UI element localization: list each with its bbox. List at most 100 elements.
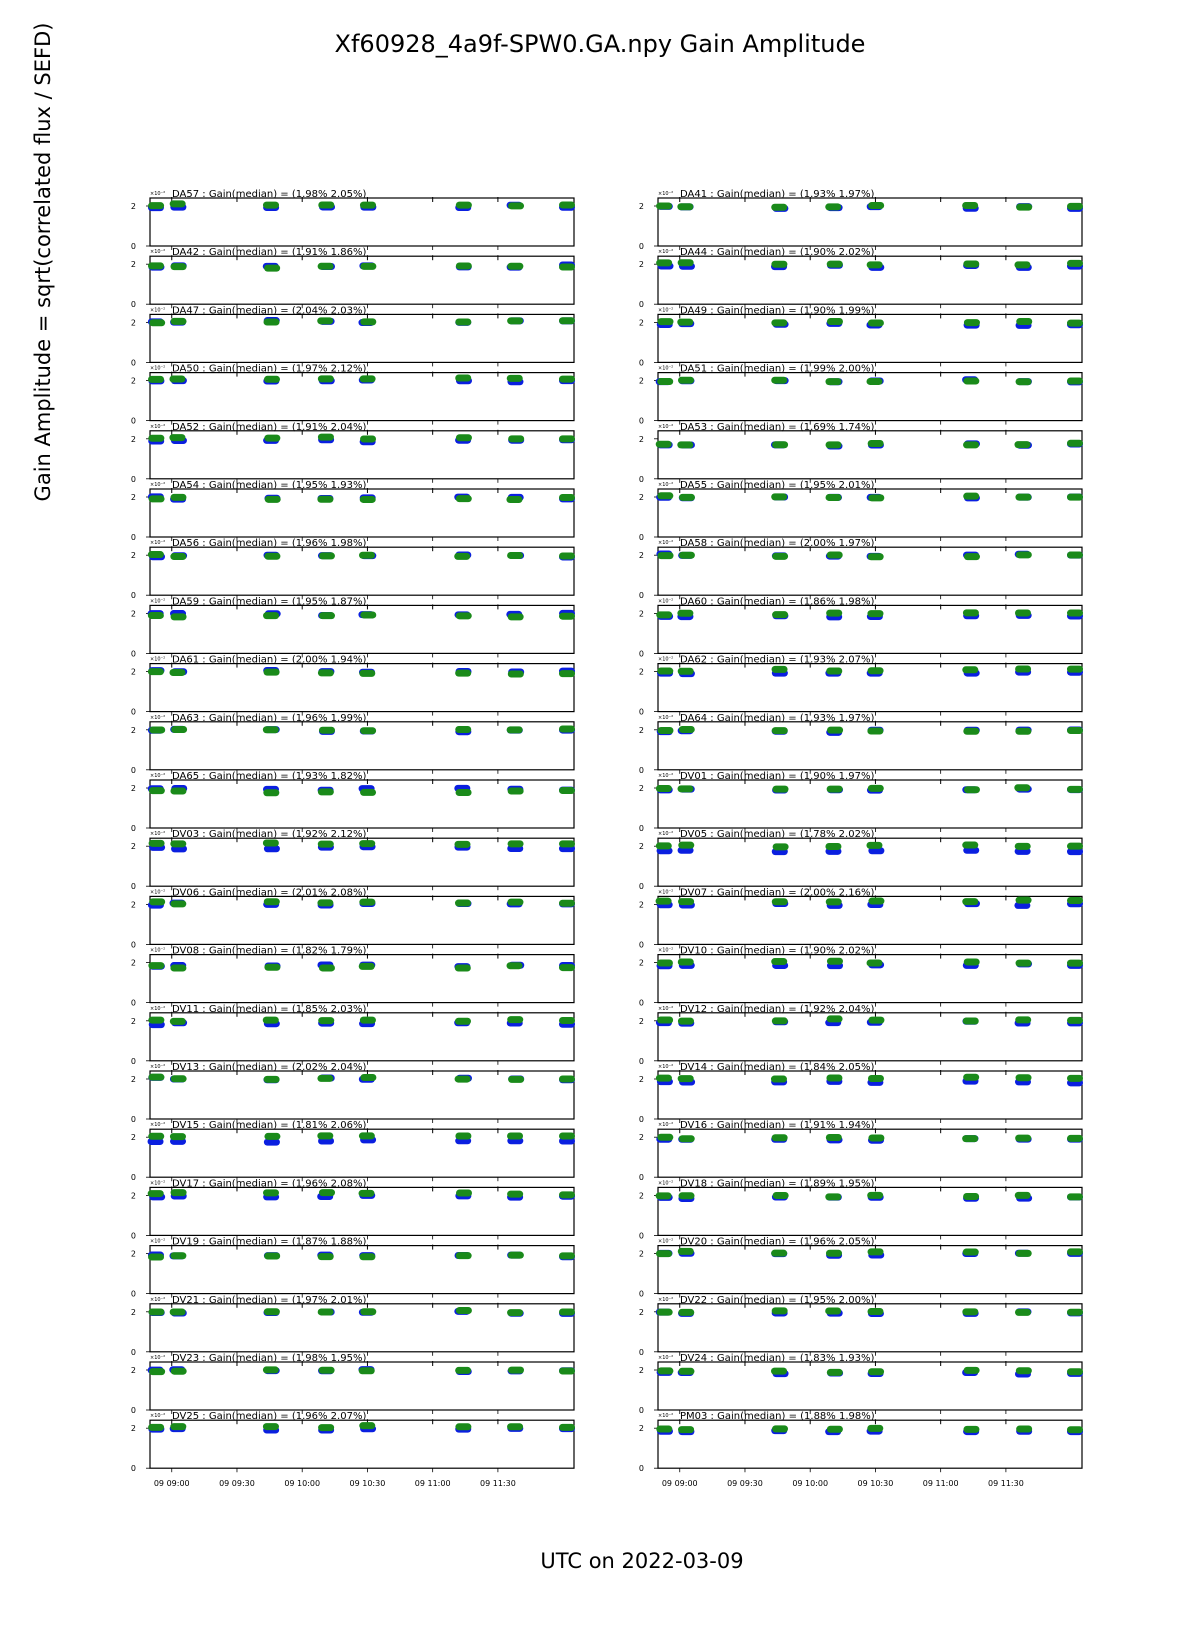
y-scale-note: ×10⁻² bbox=[150, 831, 165, 837]
y-tick-label: 2 bbox=[131, 1366, 136, 1375]
antenna-panel: 0 2 ×10⁻² DA44 : Gain(median) = (1.90% 2.02… bbox=[639, 247, 1083, 309]
data-point-pol-2 bbox=[455, 1366, 472, 1374]
data-point-pol-2 bbox=[962, 841, 979, 849]
panel-label: DA41 : Gain(median) = (1.93% 1.97%) bbox=[680, 189, 874, 200]
data-point-pol-2 bbox=[559, 725, 575, 733]
panel-frame bbox=[149, 837, 575, 887]
data-point-pol-2 bbox=[317, 669, 334, 677]
y-tick-label: 2 bbox=[639, 1017, 644, 1026]
data-point-pol-2 bbox=[317, 1074, 334, 1082]
data-point-pol-2 bbox=[169, 669, 186, 677]
panel-label: DA52 : Gain(median) = (1.91% 2.04%) bbox=[172, 422, 366, 433]
data-point-pol-2 bbox=[657, 726, 674, 734]
data-point-pol-2 bbox=[169, 200, 186, 208]
data-point-pol-2 bbox=[963, 553, 980, 561]
data-point-pol-2 bbox=[678, 725, 695, 733]
data-point-pol-2 bbox=[149, 319, 166, 327]
data-point-pol-2 bbox=[262, 1423, 279, 1431]
data-point-pol-2 bbox=[771, 376, 788, 384]
data-point-pol-2 bbox=[826, 260, 843, 268]
panel-label: DA60 : Gain(median) = (1.86% 1.98%) bbox=[680, 596, 874, 607]
panel-label: DA51 : Gain(median) = (1.99% 2.00%) bbox=[680, 364, 874, 375]
x-tick-label: 09 11:00 bbox=[415, 1479, 451, 1488]
y-tick-label: 0 bbox=[639, 1173, 644, 1182]
data-point-pol-2 bbox=[1014, 441, 1031, 449]
data-point-pol-2 bbox=[678, 493, 695, 501]
data-point-pol-2 bbox=[1067, 1193, 1083, 1201]
data-point-pol-2 bbox=[264, 1132, 281, 1140]
y-scale-note: ×10⁻² bbox=[658, 1355, 673, 1361]
data-point-pol-2 bbox=[678, 376, 695, 384]
y-tick-label: 0 bbox=[131, 1464, 136, 1473]
data-point-pol-1 bbox=[263, 845, 280, 853]
data-point-pol-2 bbox=[657, 1133, 674, 1141]
data-point-pol-2 bbox=[455, 1252, 472, 1260]
y-tick-label: 0 bbox=[639, 999, 644, 1008]
data-point-pol-2 bbox=[1067, 1016, 1083, 1024]
data-point-pol-2 bbox=[1015, 1016, 1032, 1024]
data-point-pol-2 bbox=[506, 374, 523, 382]
data-point-pol-1 bbox=[263, 1138, 280, 1146]
data-point-pol-2 bbox=[772, 552, 789, 560]
data-point-pol-2 bbox=[559, 493, 575, 501]
panel-label: DA62 : Gain(median) = (1.93% 2.07%) bbox=[680, 655, 874, 666]
y-scale-note: ×10⁻² bbox=[150, 307, 165, 313]
panel-label: DV07 : Gain(median) = (2.00% 2.16%) bbox=[680, 887, 874, 898]
y-tick-label: 0 bbox=[131, 1290, 136, 1299]
antenna-panel: 0 2 ×10⁻² DA65 : Gain(median) = (1.93% 1.82… bbox=[131, 771, 575, 833]
y-tick-label: 2 bbox=[639, 202, 644, 211]
data-point-pol-2 bbox=[507, 613, 524, 621]
data-point-pol-2 bbox=[678, 1135, 695, 1143]
data-point-pol-2 bbox=[655, 1192, 672, 1200]
y-tick-label: 2 bbox=[131, 493, 136, 502]
antenna-panel: 0 2 ×10⁻² DV08 : Gain(median) = (1.82% 1.79… bbox=[131, 946, 575, 1008]
data-point-pol-2 bbox=[169, 434, 186, 442]
data-point-pol-2 bbox=[1015, 1308, 1032, 1316]
data-point-pol-2 bbox=[264, 264, 281, 272]
y-tick-label: 0 bbox=[639, 1464, 644, 1473]
y-tick-label: 2 bbox=[131, 1308, 136, 1317]
data-point-pol-2 bbox=[360, 1073, 377, 1081]
data-point-pol-2 bbox=[148, 434, 165, 442]
panel-label: DV01 : Gain(median) = (1.90% 1.97%) bbox=[680, 771, 874, 782]
y-tick-label: 2 bbox=[639, 493, 644, 502]
data-point-pol-2 bbox=[771, 1367, 788, 1375]
panel-label: DV20 : Gain(median) = (1.96% 2.05%) bbox=[680, 1237, 874, 1248]
data-point-pol-2 bbox=[506, 495, 523, 503]
data-point-pol-2 bbox=[170, 787, 187, 795]
panel-frame bbox=[657, 837, 1083, 887]
data-point-pol-2 bbox=[677, 318, 694, 326]
panel-frame bbox=[149, 1128, 575, 1178]
x-tick-label: 09 09:30 bbox=[219, 1479, 255, 1488]
panel-frame bbox=[657, 1303, 1083, 1353]
data-point-pol-2 bbox=[772, 785, 789, 793]
data-point-pol-2 bbox=[454, 1017, 471, 1025]
data-point-pol-2 bbox=[147, 262, 164, 270]
data-point-pol-2 bbox=[825, 1193, 842, 1201]
data-point-pol-2 bbox=[825, 1133, 842, 1141]
data-point-pol-2 bbox=[771, 203, 788, 211]
y-axis-label: Gain Amplitude = sqrt(correlated flux / … bbox=[31, 23, 55, 502]
y-tick-label: 0 bbox=[131, 591, 136, 600]
y-tick-label: 2 bbox=[131, 609, 136, 618]
antenna-panel: 0 2 ×10⁻² DA52 : Gain(median) = (1.91% 2.04… bbox=[131, 422, 575, 484]
data-point-pol-2 bbox=[455, 318, 472, 326]
data-point-pol-2 bbox=[963, 1425, 980, 1433]
data-point-pol-2 bbox=[1067, 1426, 1083, 1434]
y-tick-label: 0 bbox=[131, 1231, 136, 1240]
antenna-panel: 0 2 ×10⁻² DV13 : Gain(median) = (2.02% 2.04… bbox=[131, 1062, 575, 1124]
antenna-panel: 0 2 ×10⁻² DA49 : Gain(median) = (1.90% 1.99… bbox=[639, 305, 1083, 367]
panel-label: DA61 : Gain(median) = (2.00% 1.94%) bbox=[172, 655, 366, 666]
panel-frame bbox=[149, 1361, 575, 1411]
data-point-pol-2 bbox=[825, 203, 842, 211]
data-point-pol-2 bbox=[262, 726, 279, 734]
data-point-pol-2 bbox=[678, 898, 695, 906]
data-point-pol-2 bbox=[963, 1073, 980, 1081]
antenna-panel: 0 2 ×10⁻² DA63 : Gain(median) = (1.96% 1.99… bbox=[131, 713, 575, 775]
data-point-pol-2 bbox=[826, 1015, 843, 1023]
y-scale-note: ×10⁻² bbox=[658, 715, 673, 721]
panel-label: DV19 : Gain(median) = (1.87% 1.88%) bbox=[172, 1237, 366, 1248]
panel-frame bbox=[149, 1070, 575, 1120]
data-point-pol-2 bbox=[317, 495, 334, 503]
panel-frame bbox=[149, 488, 575, 538]
